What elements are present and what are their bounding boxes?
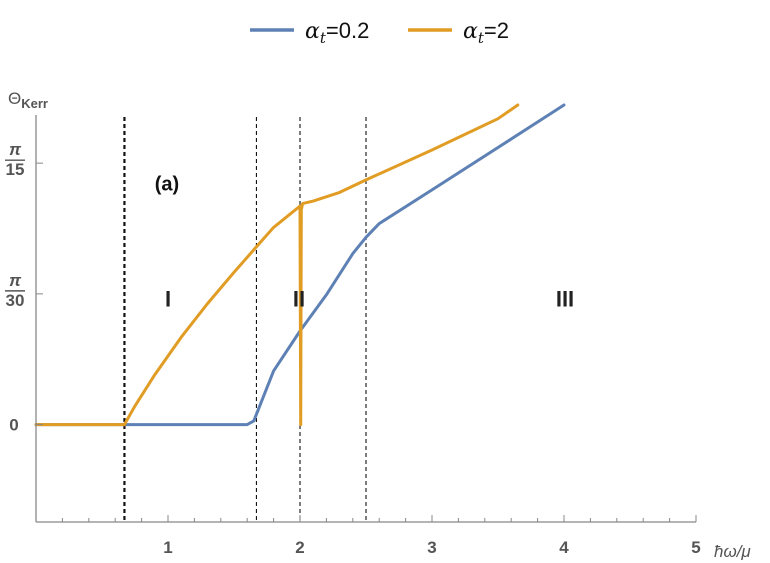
region-label-II: II bbox=[293, 286, 305, 311]
x-axis-label: ħω/μ bbox=[714, 542, 751, 561]
y-tick-label-0: 0 bbox=[9, 416, 18, 435]
axes bbox=[35, 115, 697, 523]
region-labels: I II III bbox=[165, 286, 574, 311]
y-tick-denominator: 15 bbox=[6, 160, 25, 179]
x-tick-label-5: 5 bbox=[691, 538, 700, 557]
y-axis-label-main: Θ bbox=[8, 89, 21, 108]
annotations: (a) bbox=[155, 174, 179, 196]
x-tick-label-1: 1 bbox=[163, 538, 172, 557]
region-label-I: I bbox=[165, 286, 171, 311]
y-tick-numerator: π bbox=[9, 271, 22, 290]
region-label-III: III bbox=[556, 286, 574, 311]
dashed-region-dividers bbox=[123, 117, 367, 522]
x-tick-label-2: 2 bbox=[295, 538, 304, 557]
legend-label-2: αt=2 bbox=[463, 18, 509, 47]
series-line-1 bbox=[34, 103, 566, 427]
series-lines bbox=[34, 103, 566, 427]
x-tick-label-3: 3 bbox=[427, 538, 436, 557]
panel-label: (a) bbox=[155, 174, 179, 196]
y-tick-numerator: π bbox=[9, 140, 22, 159]
y-axis-label: ΘKerr bbox=[8, 89, 48, 111]
legend: αt=0.2 αt=2 bbox=[250, 18, 509, 47]
legend-label-1: αt=0.2 bbox=[305, 18, 369, 47]
series-line-2 bbox=[34, 103, 520, 427]
y-axis-label-sub: Kerr bbox=[21, 96, 48, 111]
x-tick-label-4: 4 bbox=[559, 538, 569, 557]
x-tick-labels: 1 2 3 4 5 bbox=[163, 538, 700, 557]
y-tick-denominator: 30 bbox=[6, 291, 25, 310]
